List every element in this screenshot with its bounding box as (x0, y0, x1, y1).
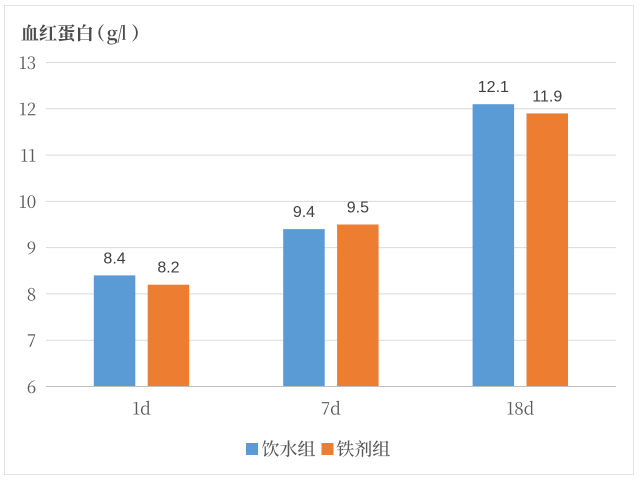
svg-text:12.1: 12.1 (478, 79, 509, 96)
svg-text:8.4: 8.4 (103, 250, 125, 267)
svg-text:11.9: 11.9 (532, 88, 562, 105)
svg-text:9.4: 9.4 (293, 204, 315, 221)
svg-text:8.2: 8.2 (157, 260, 179, 277)
svg-text:9.5: 9.5 (347, 200, 369, 217)
